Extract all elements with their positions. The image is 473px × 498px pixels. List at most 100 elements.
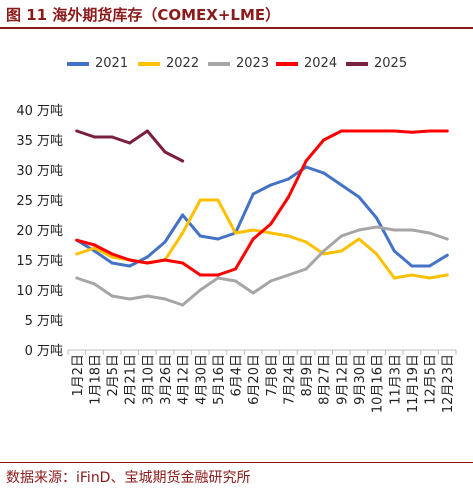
legend-swatch bbox=[276, 62, 298, 66]
data-point-2021 bbox=[216, 237, 220, 241]
data-point-2022 bbox=[269, 231, 273, 235]
data-point-2022 bbox=[181, 231, 185, 235]
data-point-2025 bbox=[75, 129, 79, 133]
data-point-2025 bbox=[92, 135, 96, 139]
x-tick-label: 1月18日 bbox=[88, 354, 103, 405]
data-point-2022 bbox=[110, 255, 114, 259]
data-point-2021 bbox=[92, 249, 96, 253]
data-point-2022 bbox=[234, 231, 238, 235]
data-point-2021 bbox=[269, 183, 273, 187]
x-tick-label: 3月10日 bbox=[141, 354, 156, 405]
data-point-2024 bbox=[304, 159, 308, 163]
x-tick-label: 8月9日 bbox=[300, 354, 315, 397]
data-point-2025 bbox=[181, 159, 185, 163]
data-point-2023 bbox=[428, 231, 432, 235]
data-point-2025 bbox=[145, 129, 149, 133]
data-point-2024 bbox=[445, 129, 449, 133]
x-tick-label: 7月24日 bbox=[282, 354, 297, 405]
data-point-2023 bbox=[216, 276, 220, 280]
data-point-2024 bbox=[251, 237, 255, 241]
data-point-2023 bbox=[392, 228, 396, 232]
x-tick-label: 10月16日 bbox=[371, 354, 386, 413]
y-tick-label: 20 万吨 bbox=[16, 224, 63, 239]
data-point-2024 bbox=[410, 130, 414, 134]
data-point-2024 bbox=[269, 222, 273, 226]
y-tick-label: 30 万吨 bbox=[16, 164, 63, 179]
data-point-2021 bbox=[428, 264, 432, 268]
x-tick-label: 11月19日 bbox=[406, 354, 421, 413]
data-point-2022 bbox=[198, 198, 202, 202]
data-point-2021 bbox=[322, 171, 326, 175]
data-point-2024 bbox=[198, 273, 202, 277]
x-tick-label: 3月26日 bbox=[159, 354, 174, 405]
data-point-2025 bbox=[110, 135, 114, 139]
data-point-2022 bbox=[251, 228, 255, 232]
data-point-2023 bbox=[251, 291, 255, 295]
data-point-2023 bbox=[410, 228, 414, 232]
data-point-2024 bbox=[375, 129, 379, 133]
data-point-2025 bbox=[163, 150, 167, 154]
data-point-2021 bbox=[392, 249, 396, 253]
data-point-2022 bbox=[304, 240, 308, 244]
x-tick-label: 4月30日 bbox=[194, 354, 209, 405]
legend-label: 2022 bbox=[166, 56, 200, 71]
legend-label: 2025 bbox=[374, 56, 408, 71]
data-point-2023 bbox=[181, 303, 185, 307]
data-point-2025 bbox=[128, 141, 132, 145]
x-tick-label: 9月30日 bbox=[353, 354, 368, 405]
data-point-2023 bbox=[128, 297, 132, 301]
data-point-2022 bbox=[445, 273, 449, 277]
series-line-2025 bbox=[75, 129, 185, 163]
data-point-2022 bbox=[410, 273, 414, 277]
data-point-2023 bbox=[445, 237, 449, 241]
source-divider bbox=[0, 462, 473, 463]
data-point-2022 bbox=[392, 276, 396, 280]
data-point-2023 bbox=[357, 228, 361, 232]
y-tick-label: 0 万吨 bbox=[25, 344, 63, 359]
data-point-2022 bbox=[339, 249, 343, 253]
data-point-2021 bbox=[128, 264, 132, 268]
x-tick-label: 4月12日 bbox=[177, 354, 192, 405]
data-point-2024 bbox=[234, 267, 238, 271]
legend-swatch bbox=[138, 62, 160, 66]
line-chart: 0 万吨 5 万吨 10 万吨 15 万吨 20 万吨 25 万吨 30 万吨 35 万吨 40… bbox=[16, 104, 457, 413]
data-point-2024 bbox=[75, 238, 79, 242]
data-point-2024 bbox=[339, 129, 343, 133]
data-point-2021 bbox=[110, 261, 114, 265]
data-point-2022 bbox=[75, 252, 79, 256]
data-point-2021 bbox=[410, 264, 414, 268]
data-point-2024 bbox=[128, 258, 132, 262]
legend-label: 2024 bbox=[304, 56, 338, 71]
data-point-2021 bbox=[304, 165, 308, 169]
data-point-2022 bbox=[428, 276, 432, 280]
data-point-2022 bbox=[216, 198, 220, 202]
data-point-2023 bbox=[304, 267, 308, 271]
data-point-2021 bbox=[145, 255, 149, 259]
data-point-2023 bbox=[75, 276, 79, 280]
data-point-2023 bbox=[322, 249, 326, 253]
data-point-2022 bbox=[375, 252, 379, 256]
data-point-2024 bbox=[357, 129, 361, 133]
series-line-2024 bbox=[75, 129, 449, 277]
data-point-2021 bbox=[445, 253, 449, 257]
x-tick-label: 6月4日 bbox=[230, 354, 245, 397]
x-tick-label: 8月27日 bbox=[318, 354, 333, 405]
data-point-2021 bbox=[181, 213, 185, 217]
legend-swatch bbox=[67, 62, 89, 66]
y-tick-label: 15 万吨 bbox=[16, 254, 63, 269]
data-point-2023 bbox=[92, 282, 96, 286]
data-point-2024 bbox=[322, 138, 326, 142]
x-tick-label: 2月21日 bbox=[124, 354, 139, 405]
source-note: 数据来源：iFinD、宝城期货金融研究所 bbox=[6, 470, 251, 486]
data-point-2024 bbox=[392, 129, 396, 133]
x-tick-label: 11月3日 bbox=[388, 354, 403, 405]
y-tick-label: 35 万吨 bbox=[16, 134, 63, 149]
data-point-2022 bbox=[92, 246, 96, 250]
data-point-2021 bbox=[163, 240, 167, 244]
y-tick-label: 10 万吨 bbox=[16, 284, 63, 299]
data-point-2023 bbox=[269, 279, 273, 283]
x-tick-label: 2月5日 bbox=[106, 354, 121, 397]
x-tick-label: 12月23日 bbox=[441, 354, 456, 413]
data-point-2024 bbox=[216, 273, 220, 277]
figure-title: 图 11 海外期货库存（COMEX+LME） bbox=[6, 6, 281, 24]
